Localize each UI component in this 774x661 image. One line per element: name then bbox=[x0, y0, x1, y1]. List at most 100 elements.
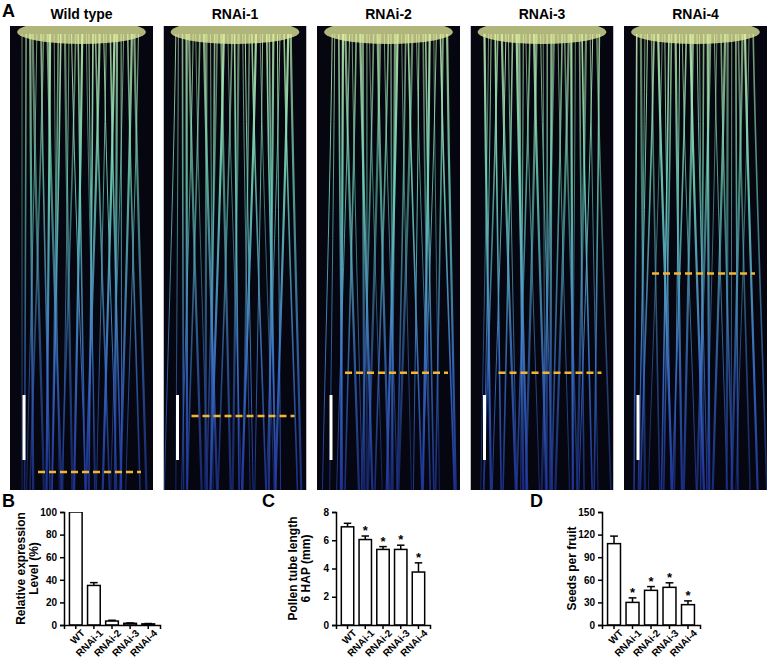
pollen-tube bbox=[339, 34, 343, 490]
significance-mark: * bbox=[630, 585, 636, 600]
y-axis-title-line: Pollen tube length bbox=[286, 517, 300, 621]
y-tick-label: 120 bbox=[578, 529, 595, 540]
y-tick-label: 4 bbox=[323, 563, 329, 574]
significance-mark: * bbox=[380, 534, 386, 549]
bar bbox=[682, 605, 695, 625]
pollen-tube bbox=[243, 34, 249, 490]
x-tick-mark bbox=[418, 625, 420, 629]
x-tick-label: RNAi-4 bbox=[398, 627, 430, 659]
y-axis: 0306090120150 bbox=[578, 507, 602, 631]
y-tick-mark bbox=[332, 512, 336, 514]
pollen-tube bbox=[337, 34, 350, 490]
pollen-tube bbox=[233, 34, 239, 490]
error-bar bbox=[144, 623, 152, 624]
pollen-tube bbox=[714, 34, 727, 490]
y-tick-label: 60 bbox=[584, 575, 596, 586]
micrograph bbox=[624, 20, 767, 490]
pollen-tube bbox=[30, 34, 33, 490]
bar bbox=[626, 602, 639, 625]
bar bbox=[359, 540, 371, 625]
x-tick-mark bbox=[613, 625, 615, 629]
pollen-tube bbox=[187, 34, 200, 490]
x-tick-mark bbox=[669, 625, 671, 629]
error-bar bbox=[126, 622, 134, 623]
y-axis-line bbox=[60, 513, 65, 626]
x-tick: RNAi-4 bbox=[668, 625, 700, 659]
bar-chart: 0306090120150WTRNAi-1RNAi-2RNAi-3RNAi-4S… bbox=[565, 507, 701, 659]
y-axis-line bbox=[598, 513, 603, 626]
y-tick: 8 bbox=[323, 507, 336, 518]
tube-front bbox=[38, 471, 141, 474]
pollen-tube bbox=[736, 34, 738, 490]
error-bar bbox=[108, 620, 116, 622]
pollen-tube bbox=[110, 34, 121, 490]
pollen-tube bbox=[690, 34, 703, 490]
significance-mark: * bbox=[685, 588, 691, 603]
error-cap bbox=[126, 622, 134, 624]
y-tick-label: 100 bbox=[40, 507, 57, 518]
y-tick: 150 bbox=[578, 507, 602, 518]
stigma bbox=[171, 26, 300, 44]
pollen-tube bbox=[697, 34, 710, 490]
bar bbox=[645, 590, 658, 625]
pollen-tube bbox=[360, 34, 372, 490]
bar-chart: 02468WTRNAi-1RNAi-2RNAi-3RNAi-4Pollen tu… bbox=[286, 507, 431, 659]
y-tick-label: 0 bbox=[589, 620, 595, 631]
image-label: RNAi-2 bbox=[365, 6, 412, 22]
y-tick-mark bbox=[598, 580, 602, 582]
pollen-tube bbox=[423, 34, 430, 490]
y-tick-label: 0 bbox=[51, 620, 57, 631]
y-tick-mark bbox=[598, 625, 602, 627]
y-tick-label: 60 bbox=[46, 552, 58, 563]
x-tick-mark bbox=[382, 625, 384, 629]
y-tick-mark bbox=[332, 568, 336, 570]
bar bbox=[377, 549, 389, 625]
scale-bar bbox=[637, 395, 640, 460]
y-tick-label: 6 bbox=[323, 535, 329, 546]
y-axis-title-line: Relative expression bbox=[14, 512, 28, 625]
pollen-tube bbox=[577, 34, 586, 490]
panel-label: A bbox=[2, 1, 15, 21]
y-tick: 0 bbox=[323, 620, 336, 631]
bar bbox=[663, 587, 676, 625]
pollen-tube bbox=[86, 34, 95, 490]
stigma bbox=[631, 26, 760, 44]
pollen-tube bbox=[481, 34, 489, 490]
pollen-tube bbox=[492, 34, 506, 490]
significance-mark: * bbox=[667, 570, 673, 585]
y-tick-mark bbox=[332, 597, 336, 599]
pollen-tube bbox=[534, 34, 547, 490]
y-tick-mark bbox=[598, 602, 602, 604]
pollen-tube bbox=[375, 34, 388, 490]
bar-chart: 020406080100WTRNAi-1RNAi-2RNAi-3RNAi-4Re… bbox=[14, 507, 161, 659]
pollen-tube bbox=[48, 34, 62, 490]
bar bbox=[88, 585, 101, 625]
significance-mark: * bbox=[416, 550, 422, 565]
y-tick: 30 bbox=[584, 597, 602, 608]
pollen-tube bbox=[753, 34, 767, 490]
y-tick-label: 8 bbox=[323, 507, 329, 518]
pollen-tube bbox=[243, 34, 250, 490]
y-tick-mark bbox=[598, 512, 602, 514]
y-axis: 02468 bbox=[323, 507, 336, 631]
pollen-tube bbox=[181, 34, 193, 490]
plot-area bbox=[341, 523, 424, 625]
pollen-tube bbox=[218, 34, 232, 490]
image-background bbox=[471, 26, 614, 490]
pollen-tube bbox=[134, 34, 146, 490]
image-background bbox=[164, 26, 307, 490]
x-axis: WTRNAi-1RNAi-2RNAi-3RNAi-4 bbox=[603, 625, 701, 659]
y-axis: 020406080100 bbox=[40, 507, 64, 631]
x-tick-mark bbox=[632, 625, 634, 629]
y-tick: 100 bbox=[40, 507, 64, 518]
pollen-tube bbox=[341, 34, 343, 490]
error-bar bbox=[90, 583, 98, 586]
scale-bar bbox=[330, 395, 333, 460]
y-axis-line bbox=[332, 513, 337, 626]
pollen-tube bbox=[63, 34, 69, 490]
pollen-tube bbox=[211, 34, 215, 490]
pollen-tube bbox=[387, 34, 398, 490]
pollen-tube bbox=[495, 34, 501, 490]
bar bbox=[608, 544, 621, 625]
y-tick-label: 150 bbox=[578, 507, 595, 518]
